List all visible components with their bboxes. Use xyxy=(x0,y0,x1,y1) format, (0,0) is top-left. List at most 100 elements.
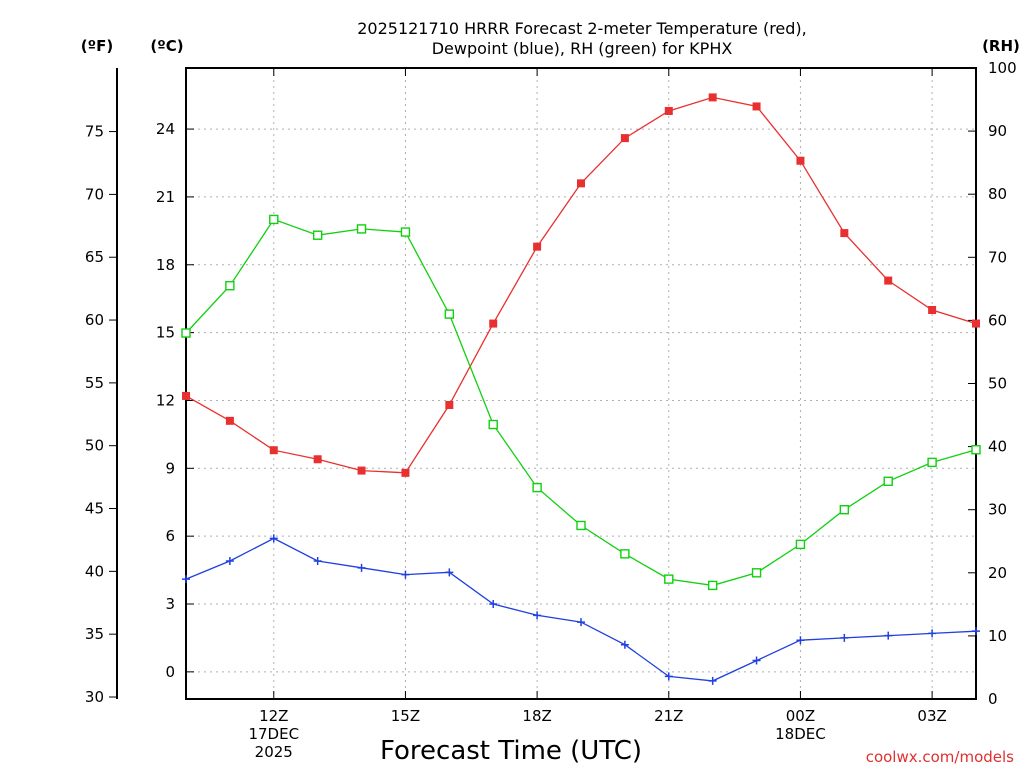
rh-point xyxy=(532,482,542,493)
plot-frame xyxy=(185,67,977,700)
fahrenheit-tick-label: 30 xyxy=(85,688,104,706)
rh-tick-label: 90 xyxy=(988,122,1007,140)
2-meter-temperature-point xyxy=(357,466,366,475)
rh-point xyxy=(620,549,630,559)
rh-tick-label: 0 xyxy=(988,690,998,708)
dewpoint-point xyxy=(182,575,190,584)
rh-point xyxy=(664,574,674,584)
fahrenheit-unit-label: (ºF) xyxy=(81,37,113,55)
x-tick-label: 00Z xyxy=(786,707,815,725)
fahrenheit-tick-label: 35 xyxy=(85,625,104,643)
dewpoint-point xyxy=(489,600,498,609)
x-tick-label: 17DEC xyxy=(248,725,299,743)
rh-point xyxy=(795,539,806,550)
rh-point xyxy=(312,230,323,240)
2-meter-temperature-line xyxy=(185,96,977,474)
2-meter-temperature-point xyxy=(928,305,937,314)
x-tick-label: 15Z xyxy=(391,707,420,725)
dewpoint-point xyxy=(752,656,761,665)
2-meter-temperature-point xyxy=(752,102,761,111)
x-tick-label: 18Z xyxy=(522,707,551,725)
x-axis-label: Forecast Time (UTC) xyxy=(380,736,642,766)
2-meter-temperature-point xyxy=(796,156,805,165)
dewpoint-point xyxy=(533,611,542,620)
rh-point xyxy=(444,309,455,319)
rh-tick-label: 40 xyxy=(988,438,1007,456)
rh-point xyxy=(225,280,235,291)
rh-point xyxy=(356,224,367,234)
celsius-unit-label: (ºC) xyxy=(150,37,183,55)
fahrenheit-tick-label: 40 xyxy=(85,562,104,580)
2-meter-temperature-point xyxy=(489,319,498,328)
celsius-tick-label: 0 xyxy=(165,663,175,681)
dewpoint-point xyxy=(577,618,585,627)
2-meter-temperature-point xyxy=(708,93,717,102)
rh-tick-label: 60 xyxy=(988,311,1007,329)
dewpoint-point xyxy=(840,633,849,642)
dewpoint-point xyxy=(928,629,937,638)
rh-tick-label: 70 xyxy=(988,248,1007,266)
rh-point xyxy=(883,476,893,487)
fahrenheit-tick-label: 50 xyxy=(85,437,104,455)
rh-point xyxy=(751,568,762,578)
rh-point xyxy=(269,214,279,225)
rh-point xyxy=(971,445,981,455)
celsius-tick-label: 3 xyxy=(165,595,175,613)
rh-unit-label: (RH) xyxy=(982,37,1020,55)
dewpoint-point xyxy=(796,636,805,645)
celsius-tick-label: 15 xyxy=(156,324,175,342)
rh-point xyxy=(488,419,498,430)
dewpoint-point xyxy=(445,568,454,577)
rh-tick-label: 30 xyxy=(988,501,1007,519)
rh-point xyxy=(839,505,850,515)
rh-point xyxy=(400,227,411,237)
fahrenheit-tick-label: 55 xyxy=(85,374,104,392)
2-meter-temperature-point xyxy=(445,400,454,409)
2-meter-temperature-point xyxy=(401,468,410,477)
2-meter-temperature-point xyxy=(620,134,629,143)
x-tick-label: 2025 xyxy=(255,743,293,761)
celsius-tick-label: 12 xyxy=(156,391,175,409)
dewpoint-point xyxy=(972,627,980,636)
rh-tick-label: 80 xyxy=(988,185,1007,203)
celsius-tick-label: 18 xyxy=(156,256,175,274)
celsius-tick-label: 21 xyxy=(156,188,175,206)
2-meter-temperature-point xyxy=(840,229,849,238)
2-meter-temperature-point xyxy=(225,416,234,425)
rh-tick-label: 100 xyxy=(988,59,1017,77)
2-meter-temperature-point xyxy=(972,319,980,328)
dewpoint-point xyxy=(357,563,366,572)
2-meter-temperature-point xyxy=(269,446,278,455)
celsius-tick-label: 24 xyxy=(156,120,175,138)
2-meter-temperature-point xyxy=(313,455,322,464)
rh-point xyxy=(707,580,718,591)
credit-label: coolwx.com/models xyxy=(866,748,1014,766)
fahrenheit-tick-label: 60 xyxy=(85,311,104,329)
x-tick-label: 18DEC xyxy=(775,725,826,743)
2-meter-temperature-point xyxy=(664,106,673,115)
celsius-tick-label: 9 xyxy=(165,459,175,477)
dewpoint-point xyxy=(708,676,717,685)
2-meter-temperature-point xyxy=(533,242,542,251)
dewpoint-point xyxy=(664,672,673,681)
rh-point xyxy=(927,457,937,468)
dewpoint-point xyxy=(401,570,410,579)
fahrenheit-tick-label: 70 xyxy=(85,185,104,203)
chart-title-line-1: 2025121710 HRRR Forecast 2-meter Tempera… xyxy=(357,19,807,38)
grid-lines xyxy=(186,68,976,699)
x-tick-label: 12Z xyxy=(259,707,288,725)
fahrenheit-tick-label: 45 xyxy=(85,500,104,518)
2-meter-temperature-point xyxy=(577,179,585,188)
x-tick-label: 21Z xyxy=(654,707,683,725)
rh-tick-label: 10 xyxy=(988,627,1007,645)
data-series xyxy=(181,93,981,685)
rh-tick-label: 20 xyxy=(988,564,1007,582)
2-meter-temperature-point xyxy=(182,391,190,400)
2-meter-temperature-point xyxy=(884,276,893,285)
rh-tick-label: 50 xyxy=(988,375,1007,393)
dewpoint-point xyxy=(620,640,629,649)
dewpoint-line xyxy=(185,537,977,682)
fahrenheit-tick-label: 65 xyxy=(85,248,104,266)
